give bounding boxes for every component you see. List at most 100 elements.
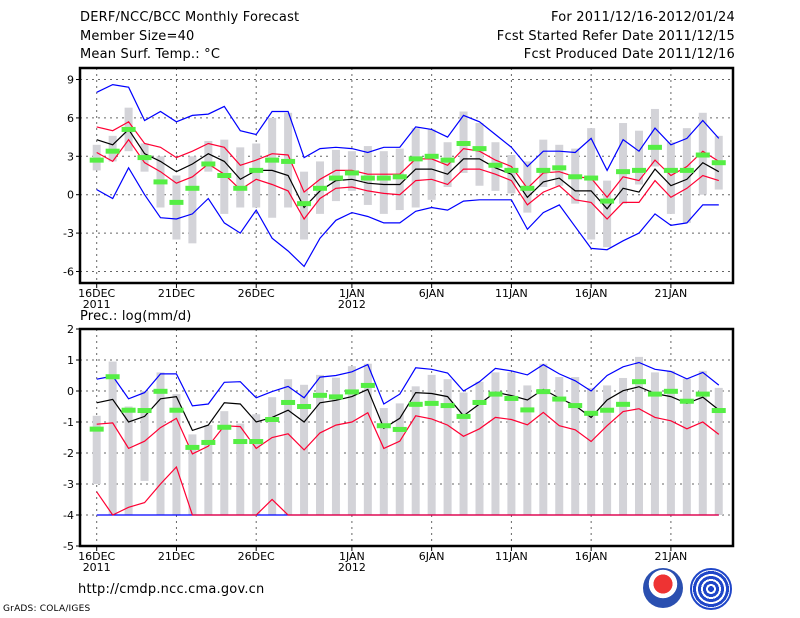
- series-line-upper: [96, 121, 720, 199]
- series-line-mean: [96, 386, 720, 432]
- ensemble-range-bar: [619, 123, 628, 204]
- observed-marker: [424, 400, 439, 406]
- ensemble-range-bar: [124, 406, 133, 515]
- ensemble-range-bar: [204, 140, 213, 172]
- ensemble-range-bar: [603, 180, 612, 248]
- observed-marker: [472, 399, 487, 405]
- ensemble-range-bar: [714, 387, 723, 515]
- x-tick-label: 16JAN: [575, 550, 608, 563]
- observed-marker: [344, 170, 359, 176]
- y-tick-label: 1: [67, 354, 74, 367]
- ensemble-range-bar: [236, 423, 245, 515]
- grads-credit: GrADS: COLA/IGES: [3, 604, 91, 614]
- observed-marker: [249, 167, 264, 173]
- x-tick-label: 11JAN: [495, 287, 528, 300]
- precip-label: Prec.: log(mm/d): [80, 309, 192, 324]
- x-tick-label: 1JAN: [339, 287, 365, 300]
- x-tick-label: 21JAN: [654, 287, 687, 300]
- ensemble-range-bar: [188, 434, 197, 515]
- observed-marker: [504, 395, 519, 401]
- y-tick-label: 0: [67, 385, 74, 398]
- observed-marker: [616, 169, 631, 175]
- observed-marker: [504, 167, 519, 173]
- ensemble-range-bar: [666, 370, 675, 515]
- ensemble-range-bar: [587, 128, 596, 240]
- observed-marker: [552, 396, 567, 402]
- ensemble-range-bar: [316, 374, 324, 515]
- observed-marker: [663, 167, 678, 173]
- ensemble-range-bar: [666, 142, 675, 214]
- observed-marker: [297, 201, 312, 207]
- x-tick-label: 6JAN: [419, 287, 445, 300]
- x-tick-label: 21JAN: [654, 550, 687, 563]
- y-tick-label: 0: [67, 189, 74, 202]
- variable-label: Mean Surf. Temp.: °C: [80, 47, 221, 62]
- plot-frame: [78, 66, 735, 285]
- observed-marker: [456, 413, 471, 419]
- ensemble-range-bar: [427, 374, 436, 515]
- observed-marker: [137, 155, 152, 161]
- observed-marker: [201, 439, 216, 445]
- observed-marker: [376, 423, 391, 429]
- y-tick-label: -2: [63, 447, 74, 460]
- ensemble-range-bar: [236, 147, 245, 208]
- observed-marker: [568, 403, 583, 409]
- ensemble-range-bar: [555, 144, 564, 186]
- y-tick-label: -1: [63, 416, 74, 429]
- x-tick-year: 2012: [338, 561, 366, 574]
- x-tick-label: 11JAN: [495, 550, 528, 563]
- x-tick-label: 16JAN: [575, 287, 608, 300]
- ensemble-range-bar: [635, 130, 643, 185]
- x-tick-label: 21DEC: [158, 550, 195, 563]
- ensemble-range-bar: [539, 139, 548, 188]
- x-tick-year: 2011: [83, 298, 111, 311]
- observed-marker: [584, 175, 599, 181]
- observed-marker: [536, 167, 551, 173]
- ensemble-range-bar: [268, 397, 277, 515]
- ensemble-range-bar: [188, 156, 197, 244]
- ensemble-range-bar: [507, 372, 516, 515]
- ensemble-range-bar: [475, 381, 484, 515]
- observed-marker: [233, 185, 248, 191]
- observed-marker: [647, 391, 662, 397]
- ncc-logo: [690, 568, 732, 610]
- ensemble-range-bar: [603, 385, 612, 515]
- source-url[interactable]: http://cmdp.ncc.cma.gov.cn: [78, 582, 265, 597]
- observed-marker: [121, 407, 136, 413]
- x-tick-label: 16DEC: [78, 287, 115, 300]
- observed-marker: [281, 399, 296, 405]
- ensemble-range-bar: [459, 392, 468, 515]
- observed-marker: [89, 157, 104, 163]
- observed-marker: [408, 401, 423, 407]
- observed-marker: [313, 185, 327, 191]
- x-tick-label: 6JAN: [419, 550, 445, 563]
- y-tick-label: -3: [63, 227, 74, 240]
- observed-marker: [552, 165, 567, 171]
- ensemble-range-bar: [427, 129, 436, 200]
- observed-marker: [153, 388, 168, 394]
- ensemble-range-bar: [587, 387, 596, 515]
- observed-marker: [105, 148, 120, 154]
- ensemble-range-bar: [395, 403, 404, 515]
- ensemble-range-bar: [395, 148, 404, 211]
- observed-marker: [488, 391, 503, 397]
- series-line-upper: [96, 408, 720, 455]
- figure-title: DERF/NCC/BCC Monthly Forecast: [80, 10, 300, 25]
- observed-marker: [233, 439, 248, 445]
- series-line-max: [96, 361, 720, 407]
- member-size: Member Size=40: [80, 29, 195, 44]
- observed-marker: [185, 444, 200, 450]
- observed-marker: [360, 175, 375, 181]
- observed-marker: [440, 157, 455, 163]
- y-tick-label: 9: [67, 74, 74, 87]
- ensemble-range-bar: [539, 363, 548, 515]
- x-tick-label: 26DEC: [238, 550, 275, 563]
- ensemble-range-bar: [682, 378, 691, 515]
- observed-marker: [440, 403, 455, 409]
- ensemble-range-bar: [331, 149, 340, 202]
- x-tick-label: 1JAN: [339, 550, 365, 563]
- ensemble-range-bar: [443, 379, 452, 515]
- observed-marker: [217, 173, 232, 178]
